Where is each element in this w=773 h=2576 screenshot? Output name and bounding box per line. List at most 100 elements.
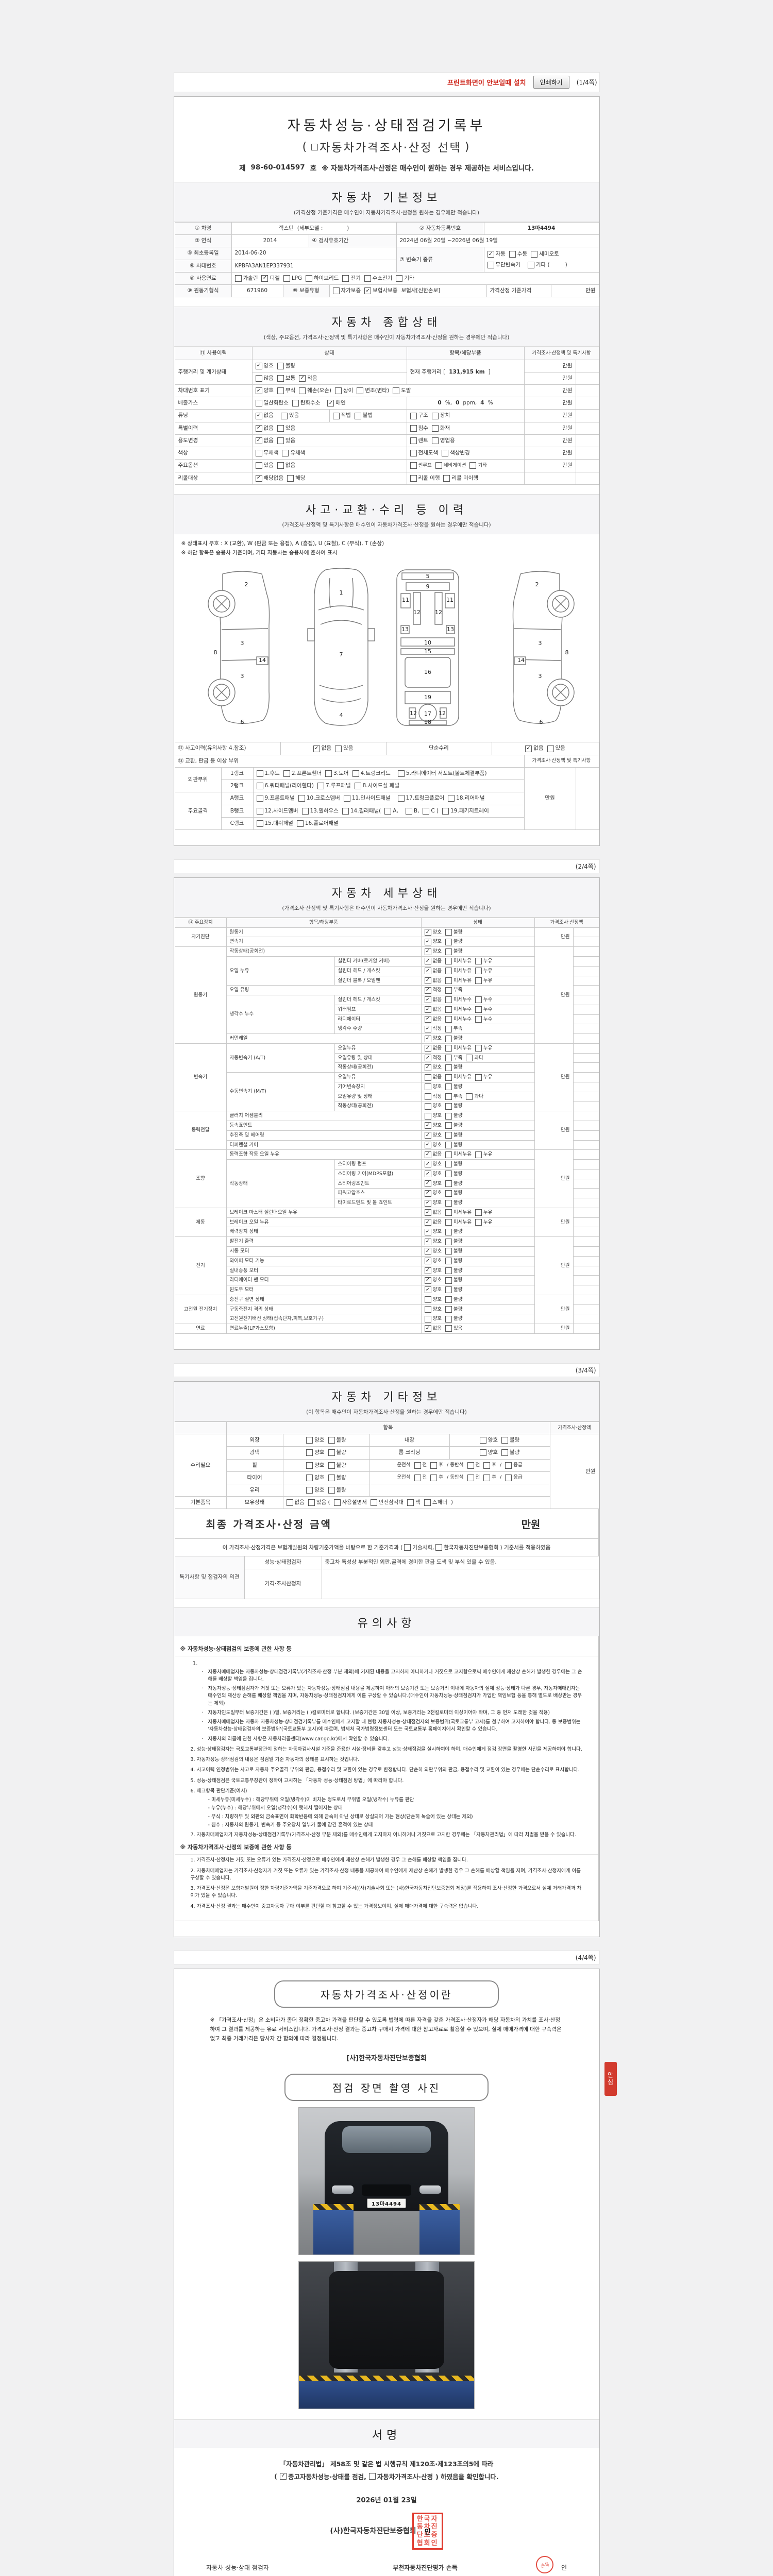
checkbox-양호[interactable]: ✓ <box>424 1180 431 1187</box>
checkbox-적정[interactable]: ✓ <box>424 1055 431 1062</box>
checkbox-양호[interactable]: ✓ <box>424 1228 431 1235</box>
checkbox-양호[interactable]: ✓ <box>424 1258 431 1265</box>
checkbox-19.패키지트레이[interactable] <box>442 807 449 815</box>
checkbox-불량[interactable] <box>277 362 284 369</box>
checkbox-없음[interactable]: ✓ <box>525 745 532 752</box>
checkbox-적정[interactable]: ✓ <box>424 987 431 994</box>
checkbox-없음[interactable]: ✓ <box>424 1015 431 1023</box>
checkbox-전[interactable] <box>467 1474 474 1481</box>
checkbox-양호[interactable] <box>306 1462 313 1469</box>
checkbox-렌트[interactable] <box>410 437 417 444</box>
checkbox-양호[interactable] <box>424 1315 431 1323</box>
checkbox-7.루프패널[interactable] <box>317 783 324 790</box>
checkbox-불량[interactable] <box>445 948 452 955</box>
checkbox-없음[interactable]: ✓ <box>424 1219 431 1226</box>
checkbox-4.트렁크리드[interactable] <box>352 770 359 777</box>
checkbox-보통[interactable] <box>277 375 284 382</box>
checkbox-수소전기[interactable] <box>364 275 371 282</box>
checkbox-과다[interactable] <box>466 1055 473 1062</box>
checkbox-디젤[interactable]: ✓ <box>261 275 268 282</box>
checkbox-누유[interactable] <box>475 1209 482 1216</box>
checkbox-잭[interactable] <box>407 1499 414 1506</box>
checkbox-양호[interactable]: ✓ <box>424 948 431 955</box>
checkbox-양호[interactable] <box>306 1449 313 1456</box>
checkbox-불량[interactable] <box>328 1437 335 1444</box>
checkbox-있음[interactable] <box>445 1325 452 1332</box>
checkbox-영업용[interactable] <box>431 437 439 444</box>
checkbox-없음[interactable]: ✓ <box>424 1045 431 1052</box>
checkbox-불법[interactable] <box>354 412 361 419</box>
checkbox-있음[interactable] <box>277 425 284 432</box>
checkbox-없음[interactable]: ✓ <box>255 425 262 432</box>
checkbox-리콜-이행[interactable] <box>410 474 417 482</box>
checkbox-해당[interactable] <box>287 474 294 482</box>
checkbox-양호[interactable]: ✓ <box>424 1190 431 1197</box>
checkbox-부족[interactable] <box>445 1093 452 1100</box>
checkbox-없음[interactable]: ✓ <box>424 1006 431 1013</box>
checkbox-17.트렁크플로어[interactable] <box>397 795 405 802</box>
checkbox-적법[interactable] <box>332 412 340 419</box>
checkbox-미세누유[interactable] <box>445 977 452 984</box>
checkbox-부족[interactable] <box>445 1055 452 1062</box>
checkbox-3.도어[interactable] <box>325 770 332 777</box>
checkbox-18.리어패널[interactable] <box>448 795 455 802</box>
checkbox-누유[interactable] <box>475 1151 482 1158</box>
checkbox-양호[interactable]: ✓ <box>424 929 431 936</box>
checkbox-양호[interactable]: ✓ <box>424 1161 431 1168</box>
checkbox-기술사회,[interactable] <box>404 1544 411 1551</box>
checkbox-불량[interactable] <box>445 929 452 936</box>
checkbox-없음[interactable]: ✓ <box>424 977 431 984</box>
checkbox-불량[interactable] <box>445 1103 452 1110</box>
checkbox-중고자동차성능·상태를-점검,[interactable]: ✓ <box>279 2472 287 2480</box>
checkbox-불량[interactable] <box>445 1132 452 1139</box>
checkbox-응급[interactable] <box>505 1462 512 1469</box>
checkbox-없음[interactable] <box>286 1499 293 1506</box>
checkbox-누수[interactable] <box>475 1006 482 1013</box>
checkbox-있음[interactable] <box>547 745 554 752</box>
checkbox-후[interactable] <box>483 1474 491 1481</box>
checkbox-불량[interactable] <box>445 1161 452 1168</box>
checkbox-양호[interactable] <box>424 1306 431 1313</box>
checkbox-불량[interactable] <box>445 1286 452 1294</box>
checkbox-양호[interactable] <box>424 1296 431 1303</box>
checkbox-화재[interactable] <box>431 425 439 432</box>
checkbox-자동차가격조사·산정-선택[interactable] <box>311 143 318 150</box>
checkbox-있음[interactable] <box>280 412 288 419</box>
checkbox-13.휠하우스[interactable] <box>301 807 309 815</box>
checkbox-무단변속기[interactable] <box>487 262 494 269</box>
checkbox-불량[interactable] <box>501 1437 508 1444</box>
checkbox-불량[interactable] <box>445 1248 452 1255</box>
checkbox-전기[interactable] <box>342 275 349 282</box>
checkbox-미세누유[interactable] <box>445 958 452 965</box>
checkbox-미세누유[interactable] <box>445 968 452 975</box>
checkbox-있음-([interactable] <box>308 1499 315 1506</box>
checkbox-불량[interactable] <box>445 1112 452 1120</box>
checkbox-5.라디에이터-서포트(볼트체결부품)[interactable] <box>397 770 405 777</box>
checkbox-누수[interactable] <box>475 1015 482 1023</box>
checkbox-불량[interactable] <box>445 1315 452 1323</box>
checkbox-응급[interactable] <box>505 1474 512 1481</box>
checkbox-전[interactable] <box>414 1462 421 1469</box>
checkbox-미세누유[interactable] <box>445 1209 452 1216</box>
print-button[interactable]: 인쇄하기 <box>533 76 569 89</box>
checkbox-불량[interactable] <box>328 1474 335 1481</box>
checkbox-A,[interactable] <box>384 807 392 815</box>
checkbox-양호[interactable] <box>306 1474 313 1481</box>
checkbox-없음[interactable] <box>424 1074 431 1081</box>
checkbox-훼손(오손)[interactable] <box>299 387 306 395</box>
checkbox-전체도색[interactable] <box>410 450 417 457</box>
checkbox-양호[interactable]: ✓ <box>424 1238 431 1245</box>
checkbox-미세누유[interactable] <box>445 1074 452 1081</box>
checkbox-후[interactable] <box>430 1462 438 1469</box>
checkbox-침수[interactable] <box>410 425 417 432</box>
checkbox-양호[interactable]: ✓ <box>424 938 431 945</box>
checkbox-1.후드[interactable] <box>256 770 263 777</box>
checkbox-양호[interactable]: ✓ <box>424 1248 431 1255</box>
checkbox-사용설명서[interactable] <box>333 1499 341 1506</box>
checkbox-불량[interactable] <box>445 1258 452 1265</box>
checkbox-8.사이드실-패널[interactable] <box>354 783 361 790</box>
checkbox-양호[interactable] <box>479 1437 486 1444</box>
checkbox-미세누유[interactable] <box>445 1151 452 1158</box>
checkbox-양호[interactable]: ✓ <box>424 1267 431 1274</box>
checkbox-6.쿼터패널(리어휀다)[interactable] <box>256 783 263 790</box>
